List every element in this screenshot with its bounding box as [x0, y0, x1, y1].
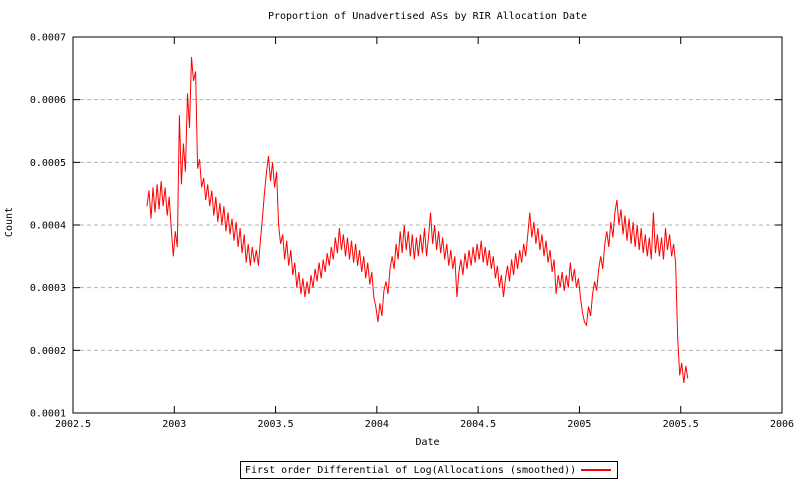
y-tick-label: 0.0005 [30, 158, 66, 169]
y-tick-label: 0.0006 [30, 95, 66, 106]
y-tick-label: 0.0002 [30, 346, 66, 357]
y-tick-label: 0.0007 [30, 33, 66, 44]
x-tick-label: 2006 [770, 419, 794, 430]
x-axis-title: Date [415, 437, 440, 448]
x-tick-label: 2003.5 [258, 419, 294, 430]
data-series-line [146, 57, 689, 383]
x-tick-label: 2003 [162, 419, 186, 430]
y-tick-label: 0.0004 [30, 221, 66, 232]
x-tick-label: 2005.5 [663, 419, 699, 430]
legend-label: First order Differential of Log(Allocati… [245, 464, 577, 476]
legend-line-sample-icon [581, 469, 611, 471]
x-tick-label: 2005 [567, 419, 591, 430]
x-tick-label: 2004.5 [460, 419, 496, 430]
x-tick-label: 2004 [365, 419, 389, 430]
y-tick-label: 0.0001 [30, 409, 66, 420]
chart-title: Proportion of Unadvertised ASs by RIR Al… [267, 11, 588, 22]
y-tick-label: 0.0003 [30, 283, 66, 294]
x-tick-label: 2002.5 [55, 419, 91, 430]
legend: First order Differential of Log(Allocati… [240, 461, 618, 479]
